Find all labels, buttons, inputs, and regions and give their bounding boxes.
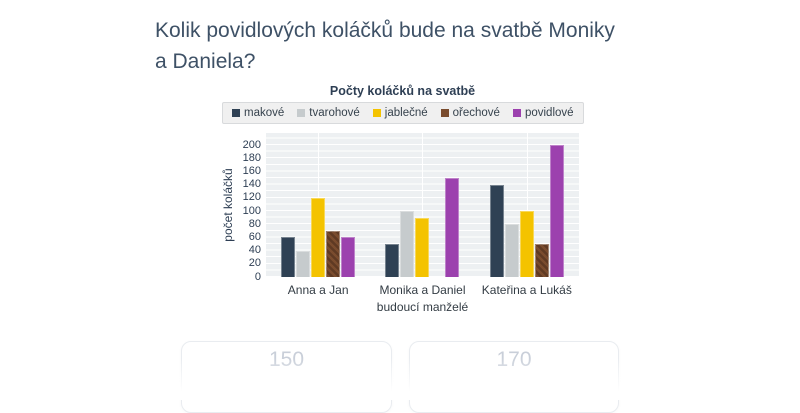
bar-tvarohové xyxy=(504,224,519,277)
question-title: Kolik povidlových koláčků bude na svatbě… xyxy=(155,15,675,77)
bottom-fade-overlay xyxy=(0,358,800,400)
vertical-gridline xyxy=(526,133,528,277)
question-line-2: a Daniela? xyxy=(155,50,256,73)
y-axis-ticks: 0 20 40 60 80 100 120 140 160 180 200 xyxy=(196,0,261,400)
legend-label: jablečné xyxy=(384,107,428,119)
answer-button-170[interactable]: 170 xyxy=(409,341,619,413)
y-tick-label: 80 xyxy=(248,217,261,230)
question-line-1: Kolik povidlových koláčků bude na svatbě… xyxy=(155,19,615,42)
bar-jablečné xyxy=(311,197,326,277)
legend-swatch-icon xyxy=(232,109,240,117)
y-tick-label: 160 xyxy=(242,164,261,177)
chart-legend-wrap: makové tvarohové jablečné ořechové povidlové xyxy=(222,102,584,124)
bars-row xyxy=(266,197,370,277)
bar-group xyxy=(370,133,474,277)
x-category-label: Anna a Jan xyxy=(287,283,349,297)
answer-button-150[interactable]: 150 xyxy=(181,341,392,413)
y-tick-label: 120 xyxy=(242,191,261,204)
legend-label: tvarohové xyxy=(309,107,360,119)
legend-label: ořechové xyxy=(452,107,500,119)
y-tick-label: 0 xyxy=(254,270,261,283)
chart-legend: makové tvarohové jablečné ořechové povidlové xyxy=(222,102,584,124)
y-tick-label: 180 xyxy=(242,151,261,164)
legend-item-tvarohové[interactable]: tvarohové xyxy=(297,107,360,119)
bars-row xyxy=(475,145,579,277)
chart-title: Počty koláčků na svatbě xyxy=(329,84,476,98)
legend-label: makové xyxy=(244,107,285,119)
bar-povidlové xyxy=(445,178,460,277)
bar-ořechové xyxy=(534,244,549,277)
x-category-label: Monika a Daniel xyxy=(379,283,466,297)
bar-tvarohové xyxy=(296,250,311,277)
legend-swatch-icon xyxy=(440,109,449,117)
bar-povidlové xyxy=(549,145,564,277)
x-category-label: Kateřina a Lukáš xyxy=(481,283,572,297)
bar-jablečné xyxy=(415,217,430,277)
y-tick-label: 100 xyxy=(242,204,261,217)
bar-group xyxy=(266,133,370,277)
legend-item-povidlové[interactable]: povidlové xyxy=(512,107,574,119)
bar-jablečné xyxy=(519,211,534,277)
y-tick-label: 200 xyxy=(242,138,261,151)
legend-item-jablečné[interactable]: jablečné xyxy=(372,107,428,119)
legend-swatch-icon xyxy=(372,109,381,117)
bar-group xyxy=(475,133,579,277)
legend-item-ořechové[interactable]: ořechové xyxy=(440,107,500,119)
bar-ořechové xyxy=(326,230,341,277)
legend-swatch-icon xyxy=(512,109,521,117)
legend-item-makové[interactable]: makové xyxy=(232,107,284,119)
y-tick-label: 60 xyxy=(248,230,261,243)
bar-makové xyxy=(385,244,400,277)
plot-area xyxy=(266,133,579,277)
bars-row xyxy=(370,178,474,277)
vertical-gridline xyxy=(422,133,424,277)
y-tick-label: 40 xyxy=(248,244,261,257)
x-axis-title: budoucí manželé xyxy=(376,300,469,314)
bar-makové xyxy=(489,184,504,277)
y-tick-label: 140 xyxy=(242,178,261,191)
bar-tvarohové xyxy=(400,211,415,277)
legend-swatch-icon xyxy=(297,109,306,117)
y-tick-label: 20 xyxy=(248,257,261,270)
bar-povidlové xyxy=(341,237,356,277)
bar-makové xyxy=(281,237,296,277)
legend-label: povidlové xyxy=(524,107,574,119)
x-category-labels: Anna a Jan Monika a Daniel Kateřina a Luká… xyxy=(266,283,579,297)
